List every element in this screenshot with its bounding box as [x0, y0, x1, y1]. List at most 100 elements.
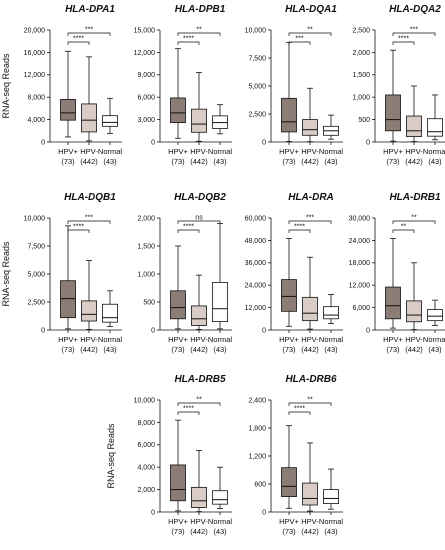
- y-tick-label: 0: [366, 139, 370, 146]
- box-1: [60, 50, 76, 138]
- x-tick-label-line: (73): [282, 345, 296, 354]
- x-tick-label-line: (43): [103, 345, 117, 354]
- panel-title: HLA-DRA: [288, 192, 334, 203]
- box-iqr: [102, 115, 118, 127]
- box-iqr: [302, 482, 318, 506]
- box-iqr: [191, 486, 207, 508]
- x-tick-label-line: (73): [386, 345, 400, 354]
- y-tick-label: 10,000: [134, 397, 156, 404]
- significance-label: **: [307, 27, 313, 34]
- panel-hla-dra: HLA-DRA 0 12,000 24,000 36,000 48,000 60,000 HP…: [245, 192, 344, 354]
- significance-bracket: [288, 411, 311, 415]
- y-tick-label: 1,200: [248, 453, 266, 460]
- box-iqr: [281, 97, 297, 133]
- y-tick-label: 2,500: [352, 27, 370, 34]
- x-tick-label: HPV-(442): [80, 147, 98, 166]
- significance-bracket: [177, 32, 221, 36]
- x-tick-label: HPV+ (73): [279, 147, 299, 166]
- x-tick-label-line: HPV-: [190, 335, 208, 344]
- x-tick-label: HPV-(442): [80, 335, 98, 354]
- significance-hpvpos-vs-normal: **: [288, 397, 332, 406]
- x-tick-label-line: HPV-: [405, 147, 423, 156]
- x-tick-label: HPV-(442): [301, 335, 319, 354]
- x-tick-label: Normal (43): [319, 335, 344, 354]
- y-tick-label: 16,000: [24, 50, 46, 57]
- y-axis-label: RNA-seq Reads: [106, 423, 116, 489]
- x-tick-label-line: (442): [80, 345, 98, 354]
- significance-hpvpos-vs-normal: **: [392, 215, 436, 224]
- significance-label: ***: [410, 27, 418, 34]
- x-tick-label: HPV-(442): [190, 147, 208, 166]
- box-1: [281, 238, 297, 327]
- y-tick-label: 2,500: [27, 299, 45, 306]
- significance-bracket: [177, 229, 200, 233]
- significance-hpvpos-vs-normal: ***: [288, 215, 332, 224]
- y-tick-label: 4,000: [137, 465, 155, 472]
- significance-bracket: [177, 411, 200, 415]
- x-tick-label-line: HPV+: [383, 147, 403, 156]
- significance-bracket: [392, 229, 415, 233]
- significance-hpvpos-vs-normal: **: [288, 27, 332, 36]
- x-tick-label-line: HPV-: [301, 335, 319, 344]
- y-tick-label: 0: [151, 139, 155, 146]
- x-tick-label: Normal (43): [208, 335, 233, 354]
- x-tick-label-line: (43): [324, 157, 338, 166]
- box-iqr: [81, 300, 97, 322]
- significance-hpvpos-vs-hpvneg: ****: [288, 406, 311, 415]
- x-tick-label-line: (73): [171, 157, 185, 166]
- panel-title: HLA-DQB1: [64, 192, 116, 203]
- x-tick-label: HPV+ (73): [58, 335, 78, 354]
- box-3: [102, 97, 118, 135]
- x-tick-label-line: Normal: [98, 147, 123, 156]
- significance-bracket: [392, 220, 436, 224]
- y-tick-label: 6,000: [137, 442, 155, 449]
- y-tick-label: 5,000: [248, 83, 266, 90]
- x-tick-label: Normal (43): [98, 147, 123, 166]
- y-tick-label: 12,000: [245, 305, 267, 312]
- x-tick-label-line: HPV+: [58, 335, 78, 344]
- x-tick-label-line: HPV+: [279, 335, 299, 344]
- x-tick-label-line: (43): [428, 345, 442, 354]
- significance-label: ****: [294, 224, 305, 231]
- y-tick-label: 500: [143, 299, 155, 306]
- x-tick-label: HPV+ (73): [383, 335, 403, 354]
- box-1: [170, 48, 186, 139]
- significance-hpvpos-vs-normal: ***: [67, 215, 111, 224]
- significance-label: **: [401, 224, 407, 231]
- significance-label: **: [196, 27, 202, 34]
- y-tick-label: 0: [41, 139, 45, 146]
- x-tick-label: HPV-(442): [405, 335, 423, 354]
- box-iqr: [60, 99, 76, 121]
- x-tick-label: HPV-(442): [301, 147, 319, 166]
- x-tick-label: HPV+ (73): [58, 147, 78, 166]
- y-tick-label: 0: [151, 509, 155, 516]
- x-tick-label: Normal (43): [319, 517, 344, 536]
- significance-hpvpos-vs-normal: ns: [177, 215, 221, 224]
- significance-hpvpos-vs-normal: ***: [392, 27, 436, 36]
- y-tick-label: 48,000: [245, 238, 267, 245]
- y-tick-label: 4,000: [27, 117, 45, 124]
- x-tick-label-line: Normal: [319, 335, 344, 344]
- x-tick-label-line: Normal: [98, 335, 123, 344]
- x-tick-label-line: (442): [301, 157, 319, 166]
- y-tick-label: 10,000: [24, 215, 46, 222]
- x-tick-label: HPV-(442): [190, 335, 208, 354]
- significance-bracket: [67, 41, 90, 45]
- significance-bracket: [177, 402, 221, 406]
- x-tick-label-line: (43): [213, 345, 227, 354]
- x-tick-label-line: (43): [324, 345, 338, 354]
- box-2: [302, 442, 318, 512]
- significance-bracket: [67, 220, 111, 224]
- x-tick-label-line: (442): [80, 157, 98, 166]
- box-2: [191, 449, 207, 513]
- x-tick-label-line: HPV+: [168, 335, 188, 344]
- y-tick-label: 1,800: [248, 425, 266, 432]
- y-tick-label: 24,000: [349, 238, 371, 245]
- x-tick-label: Normal (43): [423, 335, 445, 354]
- x-tick-label: Normal (43): [98, 335, 123, 354]
- significance-label: ns: [195, 215, 203, 222]
- y-axis-label: RNA-seq Reads: [1, 241, 11, 307]
